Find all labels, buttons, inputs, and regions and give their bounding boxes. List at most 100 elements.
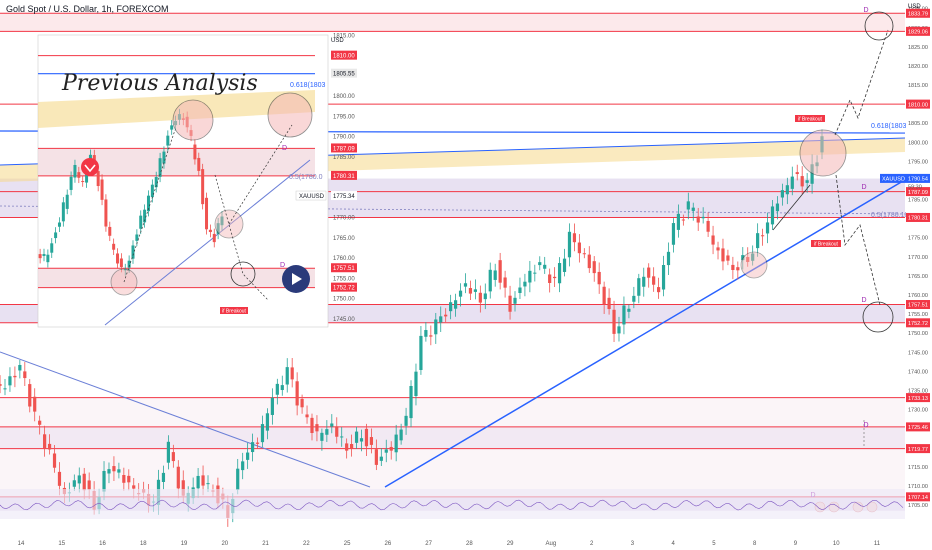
y-tick-1715-00: 1715.00 (908, 465, 928, 471)
target-circle (799, 129, 847, 177)
inset-candle-body (77, 172, 81, 178)
inset-candle-body (104, 199, 108, 227)
marker-d: D (863, 7, 868, 14)
inset-tick-1755-00: 1755.00 (333, 276, 355, 282)
candle-body (810, 164, 814, 184)
y-tick-1750-00: 1750.00 (908, 331, 928, 337)
x-tick-9: 9 (794, 541, 798, 547)
inset-candle-body (166, 135, 170, 146)
x-tick-15: 15 (58, 541, 65, 547)
candle-body (399, 429, 403, 441)
candle-body (488, 269, 492, 292)
candle-body (775, 203, 780, 212)
inset-tick-1760-00: 1760.00 (333, 256, 355, 262)
previous-analysis-inset: Previous Analysis 0.618(1803 0.5(1780.0 D Di… (37, 33, 357, 328)
candle-body (350, 443, 354, 449)
candle-body (681, 219, 685, 221)
candle-body (315, 424, 319, 432)
y-tick-1735-00: 1735.00 (908, 388, 928, 394)
candle-body (181, 480, 185, 496)
candle-body (112, 466, 116, 472)
inset-trendline (104, 159, 311, 326)
play-glyph (292, 273, 302, 285)
ascending-trendline (384, 167, 926, 488)
x-tick-14: 14 (18, 541, 25, 547)
price-axis-bg (906, 0, 932, 550)
candle-body (354, 431, 359, 443)
candle-body (790, 176, 794, 189)
x-tick-16: 16 (99, 541, 106, 547)
inset-circle (230, 261, 256, 287)
candle-body (117, 469, 121, 473)
price-tag-bg (906, 492, 930, 502)
price-tag-1833-79: 1833.79 (908, 11, 928, 17)
candle-body (701, 216, 705, 219)
inset-tick-1800-00: 1800.00 (333, 94, 355, 100)
inset-candle-body (150, 184, 154, 198)
candle-body (548, 274, 552, 283)
inset-candle-body (135, 234, 139, 241)
candle-body (800, 176, 804, 187)
candle-body (43, 434, 47, 449)
candles-layer (0, 129, 824, 527)
inset-candle-body (193, 144, 197, 160)
inset-candle-body (50, 243, 54, 253)
breakout-badge-text: if Breakout (798, 117, 823, 123)
candle-body (305, 414, 309, 418)
price-tag-1787-09: 1787.09 (908, 190, 928, 196)
inset-price-tag-bg (331, 50, 357, 60)
inset-tick-1815-00: 1815.00 (333, 33, 355, 39)
countdown-label: 59:30 (908, 184, 922, 190)
symbol-tag-bg (880, 173, 906, 183)
y-tick-1710-00: 1710.00 (908, 484, 928, 490)
candle-body (255, 442, 260, 444)
price-tag-bg (906, 212, 930, 222)
candle-body (201, 475, 205, 486)
price-tag-bg (906, 318, 930, 328)
oscillator-line (0, 499, 904, 511)
candle-body (57, 471, 62, 486)
inset-candle-body (85, 173, 89, 183)
candle-body (379, 456, 383, 461)
candle-body (166, 441, 170, 463)
inset-tick-1745-00: 1745.00 (333, 317, 355, 323)
candle-body (706, 220, 710, 232)
candle-body (250, 442, 255, 453)
candle-body (8, 376, 12, 386)
price-tag-1780-31: 1780.31 (908, 216, 928, 222)
candle-body (483, 293, 487, 300)
candle-body (647, 267, 651, 278)
inset-candle-body (73, 164, 77, 178)
inset-breakout-text: if Breakout (222, 309, 247, 315)
price-tag-1725-46: 1725.46 (908, 425, 928, 431)
time-axis[interactable]: 14 15 16 18 19 20 21 22 25 26 27 28 29 Aug 2 3 4 5 8 9 10 11 (0, 537, 932, 550)
candle-body (498, 260, 502, 283)
candle-body (330, 423, 334, 427)
candle-body (458, 290, 463, 297)
inset-candle-body (65, 194, 69, 209)
candle-body (28, 384, 32, 407)
candle-body (622, 305, 626, 325)
candle-body (122, 475, 126, 483)
y-tick-1705-00: 1705.00 (908, 503, 928, 509)
y-tick-1765-00: 1765.00 (908, 274, 928, 280)
candle-body (285, 367, 289, 385)
candle-body (567, 231, 572, 258)
candle-body (463, 283, 468, 287)
candle-body (711, 235, 715, 245)
candle-body (52, 453, 57, 468)
y-tick-1785-00: 1785.00 (908, 198, 928, 204)
candle-body (513, 297, 517, 304)
candle-body (434, 319, 438, 335)
y-tick-1775-00: 1775.00 (908, 236, 928, 242)
candle-body (424, 330, 428, 337)
candle-body (543, 264, 547, 269)
price-axis[interactable]: 1705.001710.001715.001720.001725.001730.… (880, 0, 932, 550)
inset-candle-body (139, 215, 143, 229)
candle-body (587, 254, 591, 269)
candle-body (72, 480, 76, 487)
inset-candle-body (201, 169, 205, 205)
candle-body (597, 271, 601, 285)
candle-body (325, 429, 329, 435)
